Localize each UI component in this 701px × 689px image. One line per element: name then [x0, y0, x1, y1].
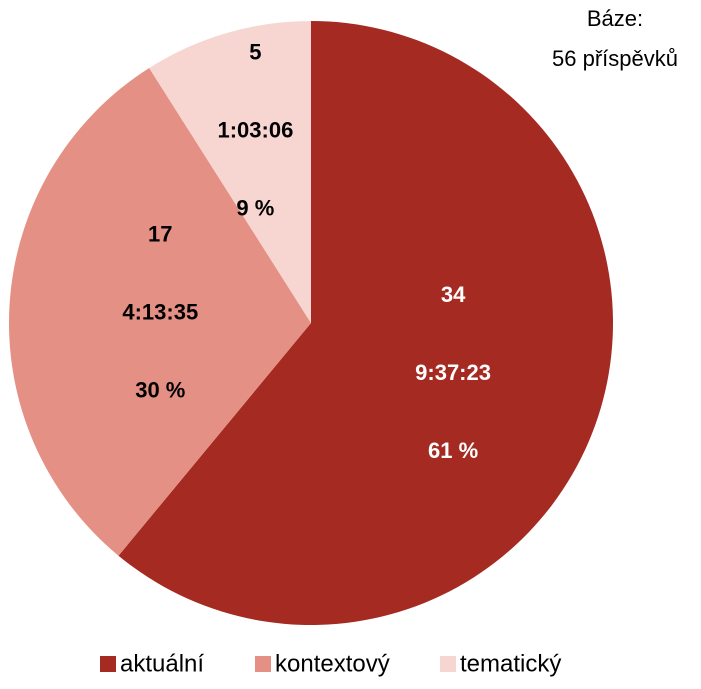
data-label: 34 [441, 282, 466, 307]
data-label: 30 % [135, 377, 185, 402]
annotation: Báze: [587, 6, 643, 31]
data-label: 1:03:06 [217, 117, 293, 142]
pie-slice [118, 21, 614, 625]
legend-swatch [255, 656, 271, 672]
legend-label: kontextový [275, 650, 390, 677]
annotation: 56 příspěvků [552, 46, 678, 71]
data-label: 9:37:23 [415, 360, 491, 385]
data-label: 61 % [428, 438, 478, 463]
data-label: 17 [148, 221, 172, 246]
legend-swatch [440, 656, 456, 672]
data-label: 5 [249, 39, 261, 64]
legend-swatch [100, 656, 116, 672]
pie-slice [149, 21, 311, 323]
pie-slice [8, 68, 312, 556]
legend-label: aktuální [120, 650, 204, 677]
legend-label: tematický [460, 650, 561, 677]
data-label: 9 % [236, 195, 274, 220]
data-label: 4:13:35 [122, 299, 198, 324]
